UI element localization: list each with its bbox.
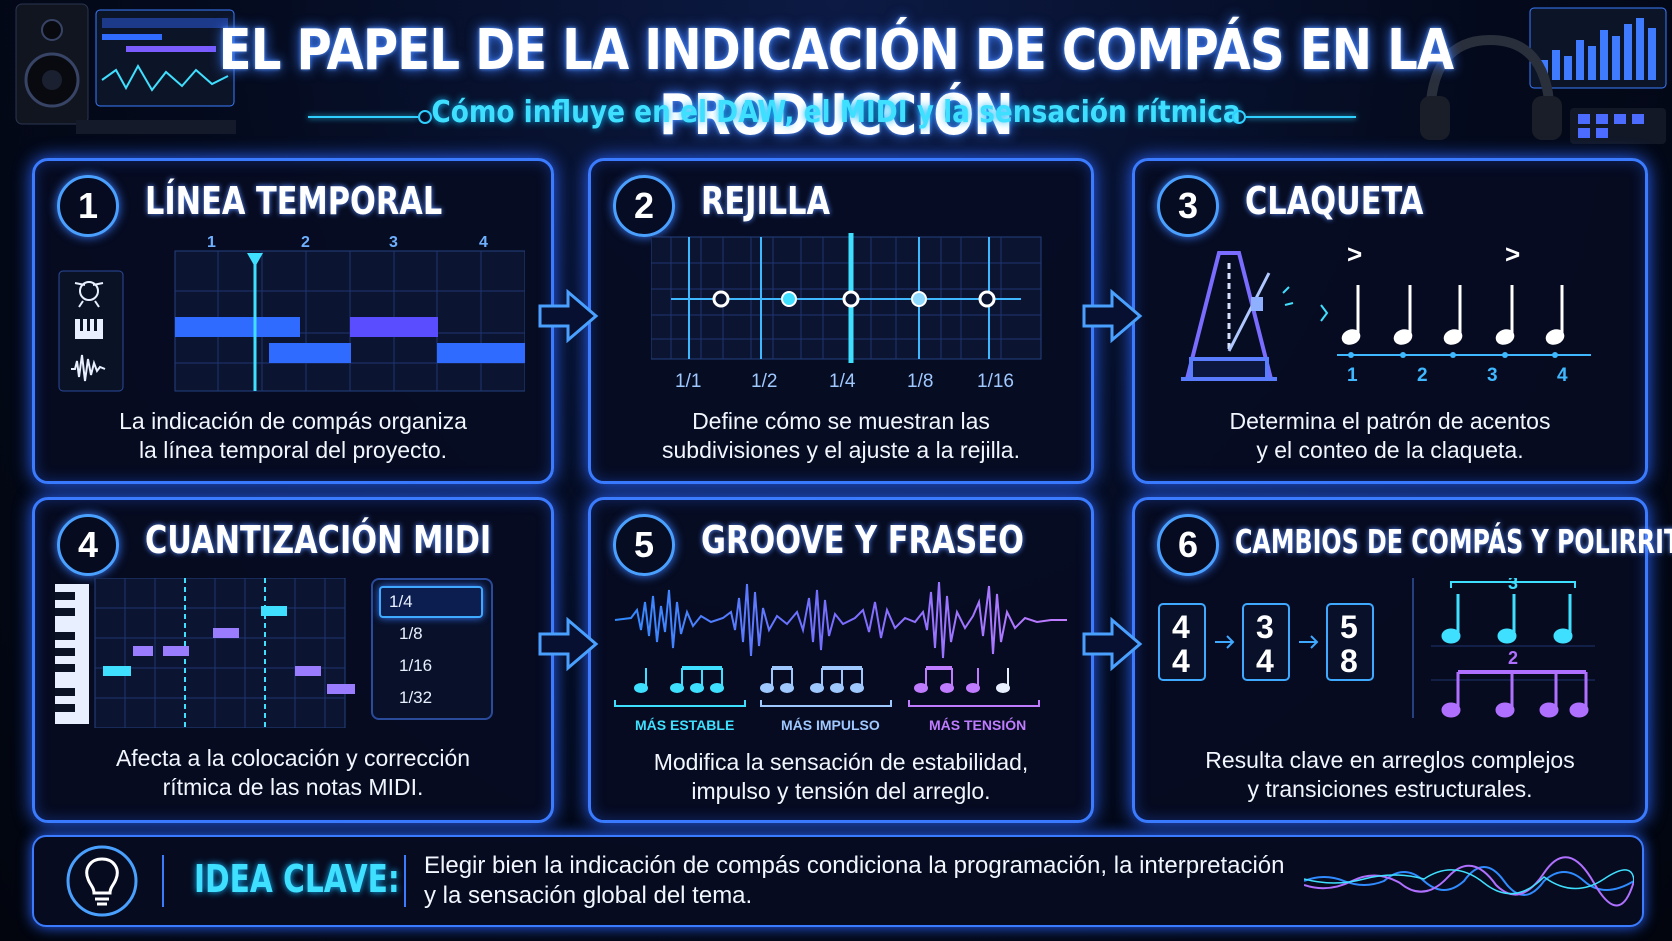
meter-top: 4 bbox=[1172, 609, 1190, 645]
description-line: La indicación de compás organiza bbox=[119, 408, 467, 434]
groove-label: MÁS ESTABLE bbox=[635, 717, 734, 733]
groove-illustration: MÁS ESTABLE MÁS IMPULSO MÁS TENSIÓN bbox=[614, 581, 1067, 733]
quantize-option[interactable]: 1/32 bbox=[399, 688, 433, 707]
meter-bottom: 4 bbox=[1256, 643, 1274, 679]
arrow-right-icon bbox=[1082, 288, 1143, 344]
timeline-illustration: 1 2 3 4 bbox=[58, 234, 525, 392]
beat-label: 4 bbox=[1557, 365, 1568, 386]
card-description: Afecta a la colocación y corrección rítm… bbox=[35, 744, 551, 802]
card-groove: 5 GROOVE Y FRASEO bbox=[588, 497, 1094, 823]
card-number: 5 bbox=[613, 514, 675, 576]
page-title: EL PAPEL DE LA INDICACIÓN DE COMPÁS EN L… bbox=[218, 18, 1455, 148]
bar-number: 2 bbox=[301, 234, 310, 251]
grid-label: 1/8 bbox=[907, 371, 933, 392]
description-line: Afecta a la colocación y corrección bbox=[115, 745, 471, 771]
description-line: y transiciones estructurales. bbox=[1247, 776, 1533, 802]
description-line: impulso y tensión del arreglo. bbox=[691, 778, 991, 804]
card-title: REJILLA bbox=[701, 179, 831, 223]
card-meter-changes: 6 CAMBIOS DE COMPÁS Y POLIRRITMIA 4 4 3 … bbox=[1132, 497, 1672, 823]
key-idea-line: y la sensación global del tema. bbox=[424, 882, 753, 909]
card-grid: 2 REJILLA 1/1 1/2 1/4 1/8 1/16 Define có… bbox=[588, 158, 1094, 484]
accent-mark: > bbox=[1347, 239, 1362, 269]
beat-label: 3 bbox=[1487, 365, 1498, 386]
piano-icon bbox=[75, 319, 103, 339]
page-subtitle: Cómo influye en el DAW, el MIDI y la sen… bbox=[431, 95, 1241, 130]
bar-number: 4 bbox=[479, 234, 488, 251]
card-description: Resulta clave en arreglos complejos y tr… bbox=[1135, 746, 1645, 804]
card-title: LÍNEA TEMPORAL bbox=[145, 179, 443, 223]
meter-top: 3 bbox=[1256, 609, 1274, 645]
grid-label: 1/16 bbox=[977, 371, 1014, 392]
arrow-right-icon bbox=[1082, 616, 1143, 672]
wave-decoration bbox=[1304, 856, 1634, 907]
beat-label: 1 bbox=[1347, 365, 1358, 386]
divider bbox=[162, 855, 164, 907]
subtitle-dot-left bbox=[418, 110, 432, 124]
waveform-icon bbox=[71, 354, 106, 382]
card-number: 6 bbox=[1157, 514, 1219, 576]
card-number: 2 bbox=[613, 175, 675, 237]
card-click: 3 CLAQUETA > > 1 2 3 4 Determina el patr… bbox=[1132, 158, 1648, 484]
bar-number: 3 bbox=[389, 234, 398, 251]
groove-label: MÁS IMPULSO bbox=[781, 717, 880, 733]
key-idea-text: Elegir bien la indicación de compás cond… bbox=[424, 851, 1304, 911]
divider bbox=[404, 855, 406, 907]
subtitle-line-right bbox=[1246, 116, 1356, 118]
card-title: CLAQUETA bbox=[1245, 179, 1424, 223]
card-title: GROOVE Y FRASEO bbox=[701, 518, 1024, 562]
arrow-right-icon bbox=[538, 288, 599, 344]
card-title: CUANTIZACIÓN MIDI bbox=[145, 518, 492, 562]
card-description: Define cómo se muestran las subdivisione… bbox=[591, 407, 1091, 465]
description-line: la línea temporal del proyecto. bbox=[138, 437, 448, 463]
subtitle-dot-right bbox=[1232, 110, 1246, 124]
meter-bottom: 8 bbox=[1340, 643, 1358, 679]
studio-monitor-icon bbox=[15, 3, 236, 134]
meter-changes-illustration: 4 4 3 4 5 8 3 2 bbox=[1158, 578, 1595, 718]
quantize-option[interactable]: 1/8 bbox=[399, 624, 423, 643]
headphones-icon bbox=[1420, 7, 1667, 144]
accent-mark: > bbox=[1505, 239, 1520, 269]
card-number: 1 bbox=[57, 175, 119, 237]
metronome-icon bbox=[1181, 251, 1277, 381]
bar-number: 1 bbox=[207, 234, 216, 251]
grid-label: 1/2 bbox=[751, 371, 777, 392]
grid-label: 1/1 bbox=[675, 371, 701, 392]
description-line: Determina el patrón de acentos bbox=[1229, 408, 1551, 434]
description-line: subdivisiones y el ajuste a la rejilla. bbox=[662, 437, 1020, 463]
grid-label: 1/4 bbox=[829, 371, 856, 392]
metronome-illustration: > > 1 2 3 4 bbox=[1181, 239, 1591, 386]
quantize-option-selected[interactable]: 1/4 bbox=[379, 586, 483, 618]
piano-roll-illustration bbox=[55, 578, 355, 728]
grid-illustration: 1/1 1/2 1/4 1/8 1/16 bbox=[651, 233, 1042, 392]
card-midi-quantize: 4 CUANTIZACIÓN MIDI 1/4 1/8 1/16 1/32 Af… bbox=[32, 497, 554, 823]
arrow-right-icon bbox=[538, 616, 599, 672]
key-idea-panel: IDEA CLAVE: Elegir bien la indicación de… bbox=[32, 835, 1644, 927]
card-timeline: 1 LÍNEA TEMPORAL 1 2 3 4 La indicación d… bbox=[32, 158, 554, 484]
meter-bottom: 4 bbox=[1172, 643, 1190, 679]
subtitle-line-left bbox=[308, 116, 418, 118]
card-description: Modifica la sensación de estabilidad, im… bbox=[591, 748, 1091, 806]
card-description: Determina el patrón de acentos y el cont… bbox=[1135, 407, 1645, 465]
key-idea-label: IDEA CLAVE: bbox=[194, 857, 400, 901]
description-line: Define cómo se muestran las bbox=[692, 408, 990, 434]
drum-kit-icon bbox=[74, 281, 104, 308]
meter-top: 5 bbox=[1340, 609, 1358, 645]
quantize-menu: 1/4 1/8 1/16 1/32 bbox=[371, 578, 493, 720]
description-line: y el conteo de la claqueta. bbox=[1256, 437, 1524, 463]
tuplet-number: 2 bbox=[1508, 648, 1518, 668]
beat-label: 2 bbox=[1417, 365, 1428, 386]
tuplet-number: 3 bbox=[1508, 578, 1518, 593]
card-title: CAMBIOS DE COMPÁS Y POLIRRITMIA bbox=[1235, 522, 1672, 561]
card-number: 3 bbox=[1157, 175, 1219, 237]
lightbulb-icon bbox=[66, 845, 138, 917]
description-line: Resulta clave en arreglos complejos bbox=[1205, 747, 1575, 773]
groove-label: MÁS TENSIÓN bbox=[929, 716, 1026, 733]
quantize-option[interactable]: 1/16 bbox=[399, 656, 433, 675]
description-line: Modifica la sensación de estabilidad, bbox=[653, 749, 1029, 775]
description-line: rítmica de las notas MIDI. bbox=[162, 774, 424, 800]
key-idea-line: Elegir bien la indicación de compás cond… bbox=[424, 852, 1285, 879]
card-number: 4 bbox=[57, 514, 119, 576]
card-description: La indicación de compás organiza la líne… bbox=[35, 407, 551, 465]
